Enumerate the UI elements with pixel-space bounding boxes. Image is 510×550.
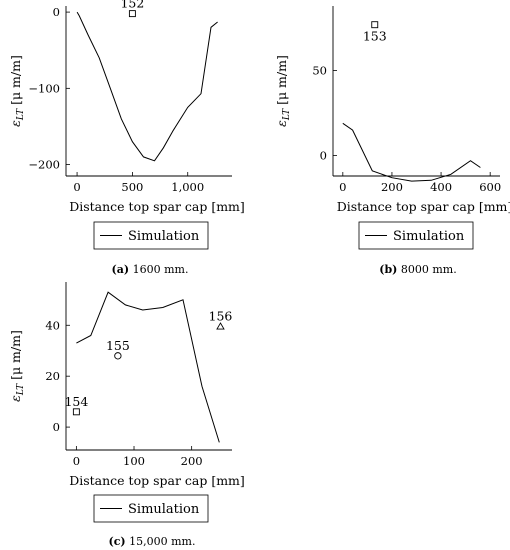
y-tick-label: 0: [320, 149, 327, 163]
marker-label: 155: [106, 338, 130, 353]
x-tick-label: 0: [339, 180, 346, 194]
legend-label: Simulation: [393, 229, 465, 244]
series-line-simulation: [76, 291, 220, 443]
marker-label: 153: [363, 29, 387, 44]
series-line-simulation: [76, 11, 218, 162]
chart-panel-c: 0 100 200 0 20 40 εLT [μ m/m] Distance top spar…: [8, 282, 245, 548]
y-tick-label: 40: [45, 318, 60, 332]
marker-square: [72, 408, 80, 416]
marker-square: [128, 10, 136, 18]
x-tick-label: 200: [181, 454, 203, 468]
legend-box: [93, 494, 209, 523]
marker-label: 156: [209, 309, 233, 324]
x-tick-label: 1,000: [171, 180, 204, 194]
x-axis-label: Distance top spar cap [mm]: [337, 199, 510, 214]
x-tick-label: 0: [73, 454, 80, 468]
y-tick-label: 50: [312, 64, 327, 78]
marker-triangle: [216, 322, 225, 330]
panel-caption: (a) 1600 mm.: [112, 263, 189, 276]
y-axis-label: εLT [μ m/m]: [8, 330, 26, 402]
x-tick-label: 400: [430, 180, 452, 194]
marker-circle: [114, 352, 122, 360]
x-tick-label: 100: [123, 454, 145, 468]
panel-caption: (b) 8000 mm.: [379, 263, 456, 276]
chart-panel-b: 0 200 400 600 0 50 εLT [μ m/m] Distance top spa…: [274, 6, 510, 276]
x-tick-label: 600: [479, 180, 501, 194]
marker-label: 154: [64, 394, 88, 409]
y-axis-label: εLT [μ m/m]: [8, 55, 26, 127]
chart-panel-a: 0 500 1,000 0 −100 −200 εLT [μ m/m] Distance to…: [8, 0, 245, 276]
x-tick-label: 200: [381, 180, 403, 194]
marker-label: 152: [120, 0, 144, 11]
legend-label: Simulation: [128, 502, 200, 517]
y-tick-label: −200: [28, 158, 60, 172]
y-axis-label: εLT [μ m/m]: [274, 55, 292, 127]
legend-label: Simulation: [128, 229, 200, 244]
marker-square: [371, 21, 379, 29]
y-tick-label: −100: [28, 81, 60, 95]
panel-caption: (c) 15,000 mm.: [109, 535, 196, 548]
x-tick-label: 500: [121, 180, 143, 194]
x-tick-label: 0: [73, 180, 80, 194]
y-tick-label: 0: [53, 5, 60, 19]
y-tick-label: 20: [45, 369, 60, 383]
x-axis-label: Distance top spar cap [mm]: [69, 199, 245, 214]
y-tick-label: 0: [53, 420, 60, 434]
x-axis-label: Distance top spar cap [mm]: [69, 473, 245, 488]
series-line-simulation: [342, 122, 481, 182]
